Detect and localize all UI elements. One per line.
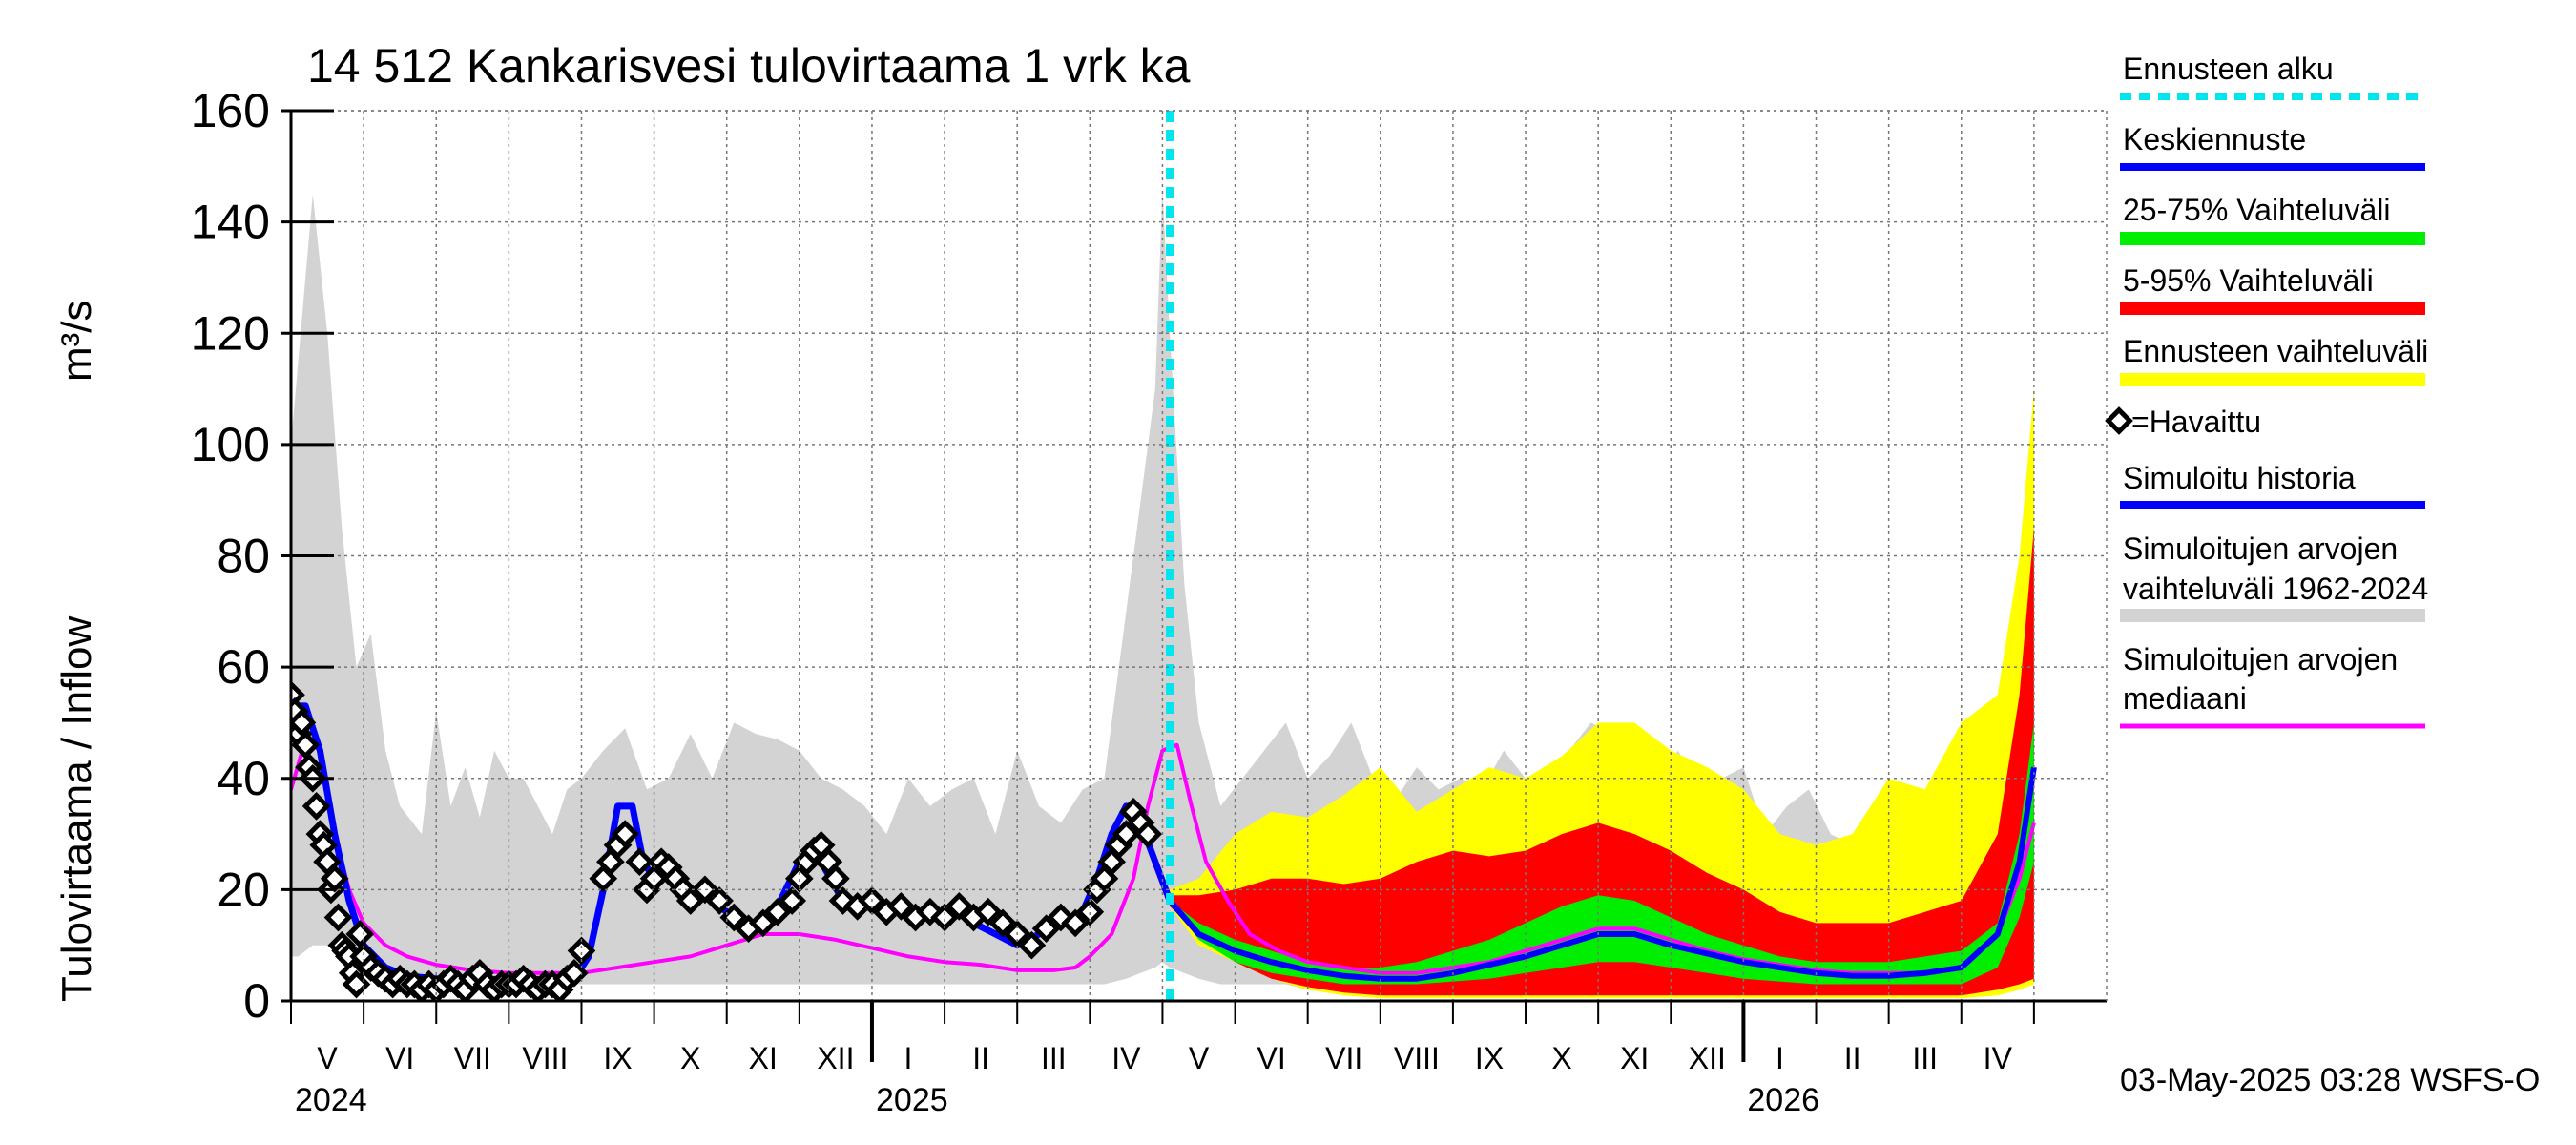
observed-point	[567, 936, 596, 966]
y-tick-label: 100	[191, 418, 270, 471]
y-axis-unit: m³/s	[53, 300, 100, 382]
y-tick-label: 0	[243, 974, 270, 1028]
observed-point	[291, 730, 321, 760]
legend-label-mean-forecast: Keskiennuste	[2123, 122, 2306, 156]
observed-point	[675, 886, 705, 915]
observed-point	[345, 920, 375, 948]
series-mean-forecast	[1167, 766, 2037, 982]
month-tick-label: IV	[1111, 1041, 1141, 1075]
month-tick-label: XI	[749, 1041, 778, 1075]
observed-point	[945, 892, 974, 921]
legend-marker-observed	[2105, 406, 2133, 435]
month-tick-label: IX	[1475, 1041, 1504, 1075]
month-tick-label: IX	[603, 1041, 632, 1075]
observed-point	[1031, 914, 1061, 944]
legend-label-sim-median-1: Simuloitujen arvojen	[2123, 642, 2398, 677]
month-tick-label: VI	[1257, 1041, 1285, 1075]
month-tick-label: X	[1551, 1041, 1571, 1075]
month-tick-label: IV	[1984, 1041, 2013, 1075]
month-tick-label: II	[1844, 1041, 1861, 1075]
month-tick-label: VIII	[1394, 1041, 1440, 1075]
observed-point	[930, 903, 959, 932]
observed-point	[1061, 908, 1090, 938]
month-tick-label: V	[317, 1041, 338, 1075]
month-tick-label: I	[1776, 1041, 1784, 1075]
month-tick-label: VIII	[522, 1041, 568, 1075]
y-tick-label: 80	[217, 530, 270, 583]
observed-point	[342, 969, 371, 999]
footer-timestamp: 03-May-2025 03:28 WSFS-O	[2120, 1062, 2540, 1098]
month-tick-label: I	[904, 1041, 913, 1075]
observed-point	[719, 903, 749, 932]
y-tick-label: 60	[217, 640, 270, 694]
observed-point	[763, 897, 792, 926]
legend-label-sim-median-2: mediaani	[2123, 681, 2247, 716]
y-tick-label: 20	[217, 863, 270, 916]
observed-point	[778, 886, 807, 915]
month-tick-label: III	[1912, 1041, 1938, 1075]
month-tick-label: X	[680, 1041, 700, 1075]
legend-label-p5-95: 5-95% Vaihteluväli	[2123, 263, 2374, 298]
month-tick-label: XII	[817, 1041, 854, 1075]
series-p5-95-range	[1170, 528, 2034, 996]
observed-point	[705, 886, 734, 915]
observed-point	[886, 892, 916, 921]
legend-label-sim-range-2: vaihteluväli 1962-2024	[2123, 572, 2428, 606]
observed-point	[301, 792, 331, 821]
month-tick-label: III	[1041, 1041, 1067, 1075]
observed-point	[1017, 930, 1047, 960]
observed-point	[691, 875, 719, 905]
observed-point	[821, 864, 850, 893]
legend-label-observed: =Havaittu	[2131, 405, 2261, 439]
y-tick-label: 40	[217, 752, 270, 805]
observed-point	[560, 958, 589, 988]
year-label: 2026	[1747, 1082, 1819, 1118]
observed-point	[291, 708, 317, 738]
observed-point	[988, 908, 1017, 938]
series-observed	[291, 680, 1163, 1001]
observed-point	[611, 820, 640, 848]
month-tick-label: VI	[385, 1041, 414, 1075]
legend-label-p25-75: 25-75% Vaihteluväli	[2123, 193, 2390, 227]
y-tick-label: 120	[191, 306, 270, 360]
month-tick-label: II	[972, 1041, 989, 1075]
legend: Ennusteen alku Keskiennuste 25-75% Vaiht…	[2105, 52, 2428, 729]
month-tick-label: XII	[1689, 1041, 1726, 1075]
month-tick-label: VII	[1325, 1041, 1362, 1075]
chart-title: 14 512 Kankarisvesi tulovirtaama 1 vrk k…	[307, 39, 1191, 93]
legend-label-ens-range: Ennusteen vaihteluväli	[2123, 334, 2428, 368]
legend-label-sim-range-1: Simuloitujen arvojen	[2123, 531, 2398, 566]
observed-point	[320, 864, 349, 893]
observed-point	[625, 847, 654, 877]
legend-label-forecast-start: Ennusteen alku	[2123, 52, 2334, 86]
plot-area	[291, 111, 2037, 1001]
year-label: 2025	[876, 1082, 948, 1118]
y-tick-label: 160	[191, 84, 270, 137]
series-forecast-range	[1170, 388, 2034, 999]
observed-point	[973, 897, 1003, 926]
y-axis-label-text: Tulovirtaama / Inflow	[53, 615, 100, 1002]
observed-point	[1075, 897, 1105, 926]
y-tick-label: 140	[191, 196, 270, 249]
month-tick-label: V	[1189, 1041, 1210, 1075]
legend-label-sim-history: Simuloitu historia	[2123, 461, 2356, 495]
month-tick-label: VII	[454, 1041, 491, 1075]
observed-point	[323, 903, 353, 932]
observed-point	[1133, 820, 1163, 848]
y-axis-label: Tulovirtaama / Inflow m³/s	[53, 300, 100, 1002]
year-label: 2024	[295, 1082, 367, 1118]
observed-point	[748, 908, 778, 938]
month-tick-label: XI	[1620, 1041, 1649, 1075]
grid	[291, 110, 2107, 1001]
observed-point	[1111, 820, 1141, 848]
plot-series	[291, 111, 2037, 1001]
